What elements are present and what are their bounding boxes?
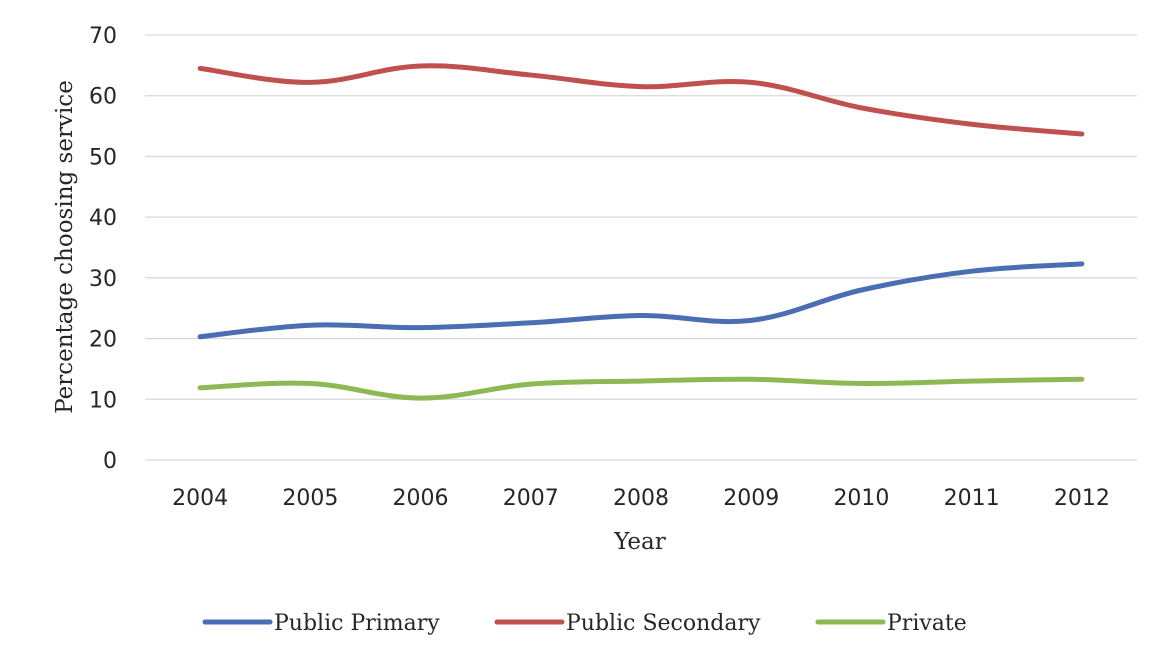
legend-label-public-secondary: Public Secondary — [566, 611, 761, 636]
x-tick-label: 2004 — [172, 486, 228, 511]
x-tick-label: 2009 — [723, 486, 779, 511]
legend-label-public-primary: Public Primary — [274, 611, 440, 636]
series-lines — [197, 63, 1085, 401]
legend-label-private: Private — [887, 611, 967, 636]
x-axis-ticks: 2004 2005 2006 2007 2008 2009 2010 2011 2012 — [172, 486, 1110, 511]
y-axis-ticks: 0 10 20 30 40 50 60 70 — [89, 24, 117, 474]
x-tick-label: 2008 — [613, 486, 669, 511]
legend: Public Primary Public Secondary Private — [202, 611, 967, 636]
y-axis-title: Percentage choosing service — [52, 80, 78, 414]
series-line-public-secondary — [197, 63, 1085, 137]
x-tick-label: 2010 — [833, 486, 889, 511]
y-tick-label: 60 — [89, 85, 117, 110]
y-tick-label: 70 — [89, 24, 117, 49]
y-tick-label: 30 — [89, 267, 117, 292]
x-tick-label: 2006 — [393, 486, 449, 511]
x-tick-label: 2011 — [944, 486, 1000, 511]
y-tick-label: 0 — [103, 449, 117, 474]
gridlines — [145, 34, 1137, 461]
y-tick-label: 20 — [89, 328, 117, 353]
x-axis-title: Year — [613, 529, 666, 555]
y-tick-label: 10 — [89, 388, 117, 413]
y-tick-label: 40 — [89, 206, 117, 231]
x-tick-label: 2012 — [1054, 486, 1110, 511]
x-tick-label: 2007 — [503, 486, 559, 511]
series-line-private — [197, 376, 1085, 401]
x-tick-label: 2005 — [282, 486, 338, 511]
series-line-public-primary — [197, 261, 1085, 340]
y-tick-label: 50 — [89, 145, 117, 170]
